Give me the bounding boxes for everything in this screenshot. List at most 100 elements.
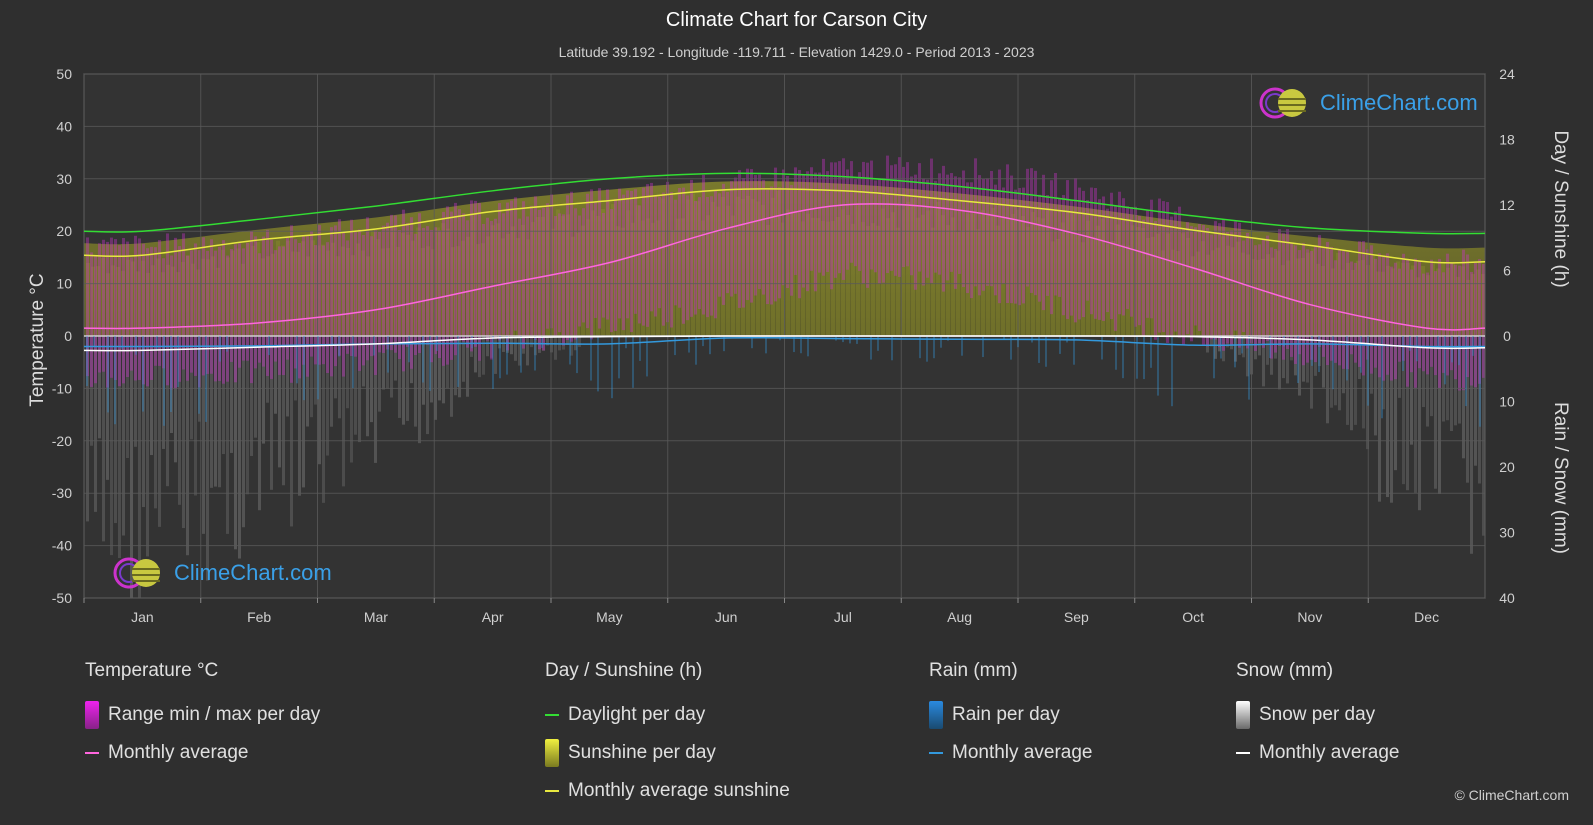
temp-range-bar — [282, 246, 285, 376]
temp-range-bar — [922, 178, 925, 286]
sunshine-bar — [236, 248, 240, 336]
snow-bar — [1414, 336, 1417, 493]
snow-bar — [566, 336, 569, 345]
snow-bar — [1470, 336, 1473, 554]
sunshine-bar — [1206, 254, 1210, 336]
sunshine-bar — [976, 229, 980, 336]
sunshine-bar — [1176, 251, 1180, 336]
snow-bar — [330, 336, 333, 427]
snow-bar — [290, 336, 293, 527]
sunshine-bar — [1301, 257, 1305, 336]
temp-range-bar — [1302, 243, 1305, 366]
sunshine-bar — [936, 201, 940, 336]
temp-range-bar — [318, 225, 321, 365]
snow-bar — [1294, 336, 1297, 376]
temp-range-bar — [506, 202, 509, 351]
rain-bar — [1360, 336, 1362, 373]
month-tick-label: Jan — [131, 609, 154, 625]
temp-range-bar — [1134, 206, 1137, 327]
month-tick-label: Mar — [364, 609, 388, 625]
rain-bar — [142, 336, 144, 412]
temp-range-bar — [1106, 208, 1109, 313]
snow-bar — [470, 336, 473, 357]
temp-range-bar — [542, 207, 545, 351]
sunshine-bar — [811, 217, 815, 336]
sunshine-bar — [1081, 242, 1085, 336]
rain-bar — [1213, 336, 1215, 379]
rain-bar — [1017, 336, 1019, 348]
sunshine-bar — [411, 240, 415, 336]
snow-bar — [214, 336, 217, 487]
temp-range-bar — [358, 229, 361, 371]
temp-range-bar — [1350, 261, 1353, 355]
temp-range-bar — [1318, 235, 1321, 348]
rain-bar — [520, 336, 522, 373]
sunshine-bar — [751, 199, 755, 336]
swatch-rain — [929, 701, 943, 729]
sunshine-bar — [436, 227, 440, 336]
temp-range-bar — [166, 233, 169, 386]
chart-subtitle: Latitude 39.192 - Longitude -119.711 - E… — [558, 44, 1035, 60]
month-tick-label: Sep — [1064, 609, 1089, 625]
temp-range-bar — [162, 258, 165, 369]
snow-bar — [94, 336, 97, 512]
temp-range-bar — [402, 209, 405, 372]
rain-bar — [177, 336, 179, 388]
rain-bar — [1122, 336, 1124, 379]
temp-range-bar — [430, 229, 433, 363]
rain-bar — [317, 336, 319, 400]
sunshine-bar — [866, 226, 870, 336]
snow-bar — [1322, 336, 1325, 388]
rain-bar — [163, 336, 165, 426]
right-top-tick-label: 18 — [1499, 132, 1515, 148]
sunshine-bar — [1066, 212, 1070, 336]
snow-bar — [378, 336, 381, 412]
snow-bar — [1270, 336, 1273, 375]
snow-bar — [1310, 336, 1313, 409]
temp-range-bar — [1026, 168, 1029, 287]
temp-range-bar — [202, 237, 205, 376]
rain-bar — [429, 336, 431, 391]
swatch-sunshine-avg — [545, 790, 559, 792]
temp-range-bar — [958, 177, 961, 274]
logo-bottom[interactable]: ClimeChart.com — [112, 556, 332, 590]
temp-range-bar — [98, 243, 101, 373]
temp-range-bar — [1186, 222, 1189, 335]
sunshine-bar — [636, 205, 640, 336]
rain-bar — [107, 336, 109, 413]
temp-range-bar — [514, 197, 517, 331]
temp-range-bar — [350, 219, 353, 357]
temp-range-bar — [158, 240, 161, 366]
legend-item-rain: Rain per day — [929, 696, 1092, 734]
snow-bar — [1398, 336, 1401, 398]
temp-range-bar — [886, 155, 889, 274]
sunshine-bar — [911, 198, 915, 336]
snow-bar — [134, 336, 137, 447]
sunshine-bar — [156, 258, 160, 336]
temp-range-bar — [1306, 249, 1309, 363]
sunshine-bar — [741, 198, 745, 336]
sunshine-bar — [296, 251, 300, 336]
snow-bar — [438, 336, 441, 401]
sunshine-bar — [776, 190, 780, 336]
snow-bar — [1302, 336, 1305, 382]
snow-bars — [86, 336, 1485, 598]
temp-range-bar — [1362, 241, 1365, 376]
rain-bar — [800, 336, 802, 354]
temp-range-bar — [178, 246, 181, 382]
sunshine-bar — [456, 246, 460, 336]
temp-range-bar — [490, 220, 493, 360]
temp-range-bar — [586, 193, 589, 329]
sunshine-bar — [676, 218, 680, 336]
sunshine-bar — [836, 217, 840, 336]
sunshine-bar — [1276, 250, 1280, 336]
logo-top[interactable]: ClimeChart.com — [1258, 86, 1478, 120]
temp-range-bar — [250, 231, 253, 384]
snow-bar — [1334, 336, 1337, 406]
temp-range-bar — [682, 187, 685, 324]
temp-range-bar — [882, 178, 885, 283]
snow-bar — [394, 336, 397, 381]
sunshine-bar — [721, 196, 725, 336]
snow-bar — [194, 336, 197, 496]
swatch-temp-range — [85, 701, 99, 729]
